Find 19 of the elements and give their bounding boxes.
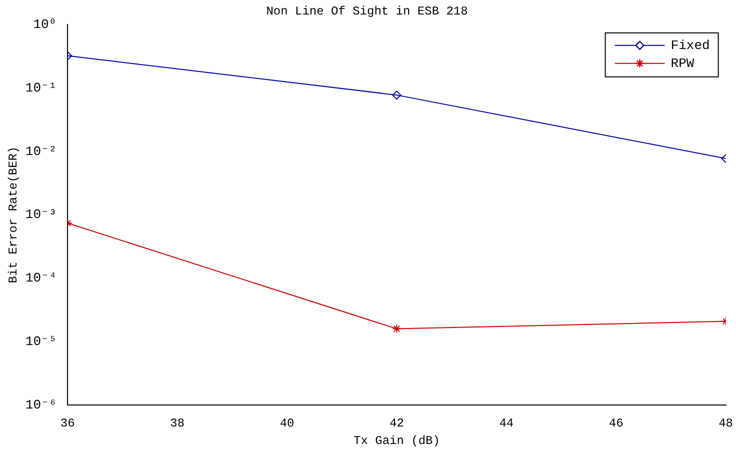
y-axis-title: Bit Error Rate(BER) (6, 146, 20, 284)
x-tick-label: 38 (170, 416, 185, 431)
y-tick-label: 10⁻³ (25, 207, 57, 222)
legend-label: Fixed (670, 38, 710, 53)
y-tick-label: 10⁻⁵ (25, 334, 57, 350)
x-tick-label: 42 (390, 416, 404, 431)
x-tick-label: 44 (499, 416, 514, 431)
y-tick-label: 10⁰ (33, 16, 57, 32)
x-tick-label: 48 (718, 416, 733, 431)
x-tick-label: 40 (280, 416, 294, 431)
legend-label: RPW (670, 56, 694, 71)
y-tick-label: 10⁻¹ (25, 80, 57, 96)
y-tick-label: 10⁻⁶ (25, 398, 57, 413)
chart-title: Non Line Of Sight in ESB 218 (266, 4, 468, 18)
x-axis-title: Tx Gain (dB) (354, 434, 440, 448)
y-tick-label: 10⁻⁴ (25, 270, 57, 286)
y-tick-label: 10⁻² (25, 144, 57, 159)
x-tick-label: 46 (608, 416, 624, 431)
x-tick-label: 36 (60, 416, 75, 431)
